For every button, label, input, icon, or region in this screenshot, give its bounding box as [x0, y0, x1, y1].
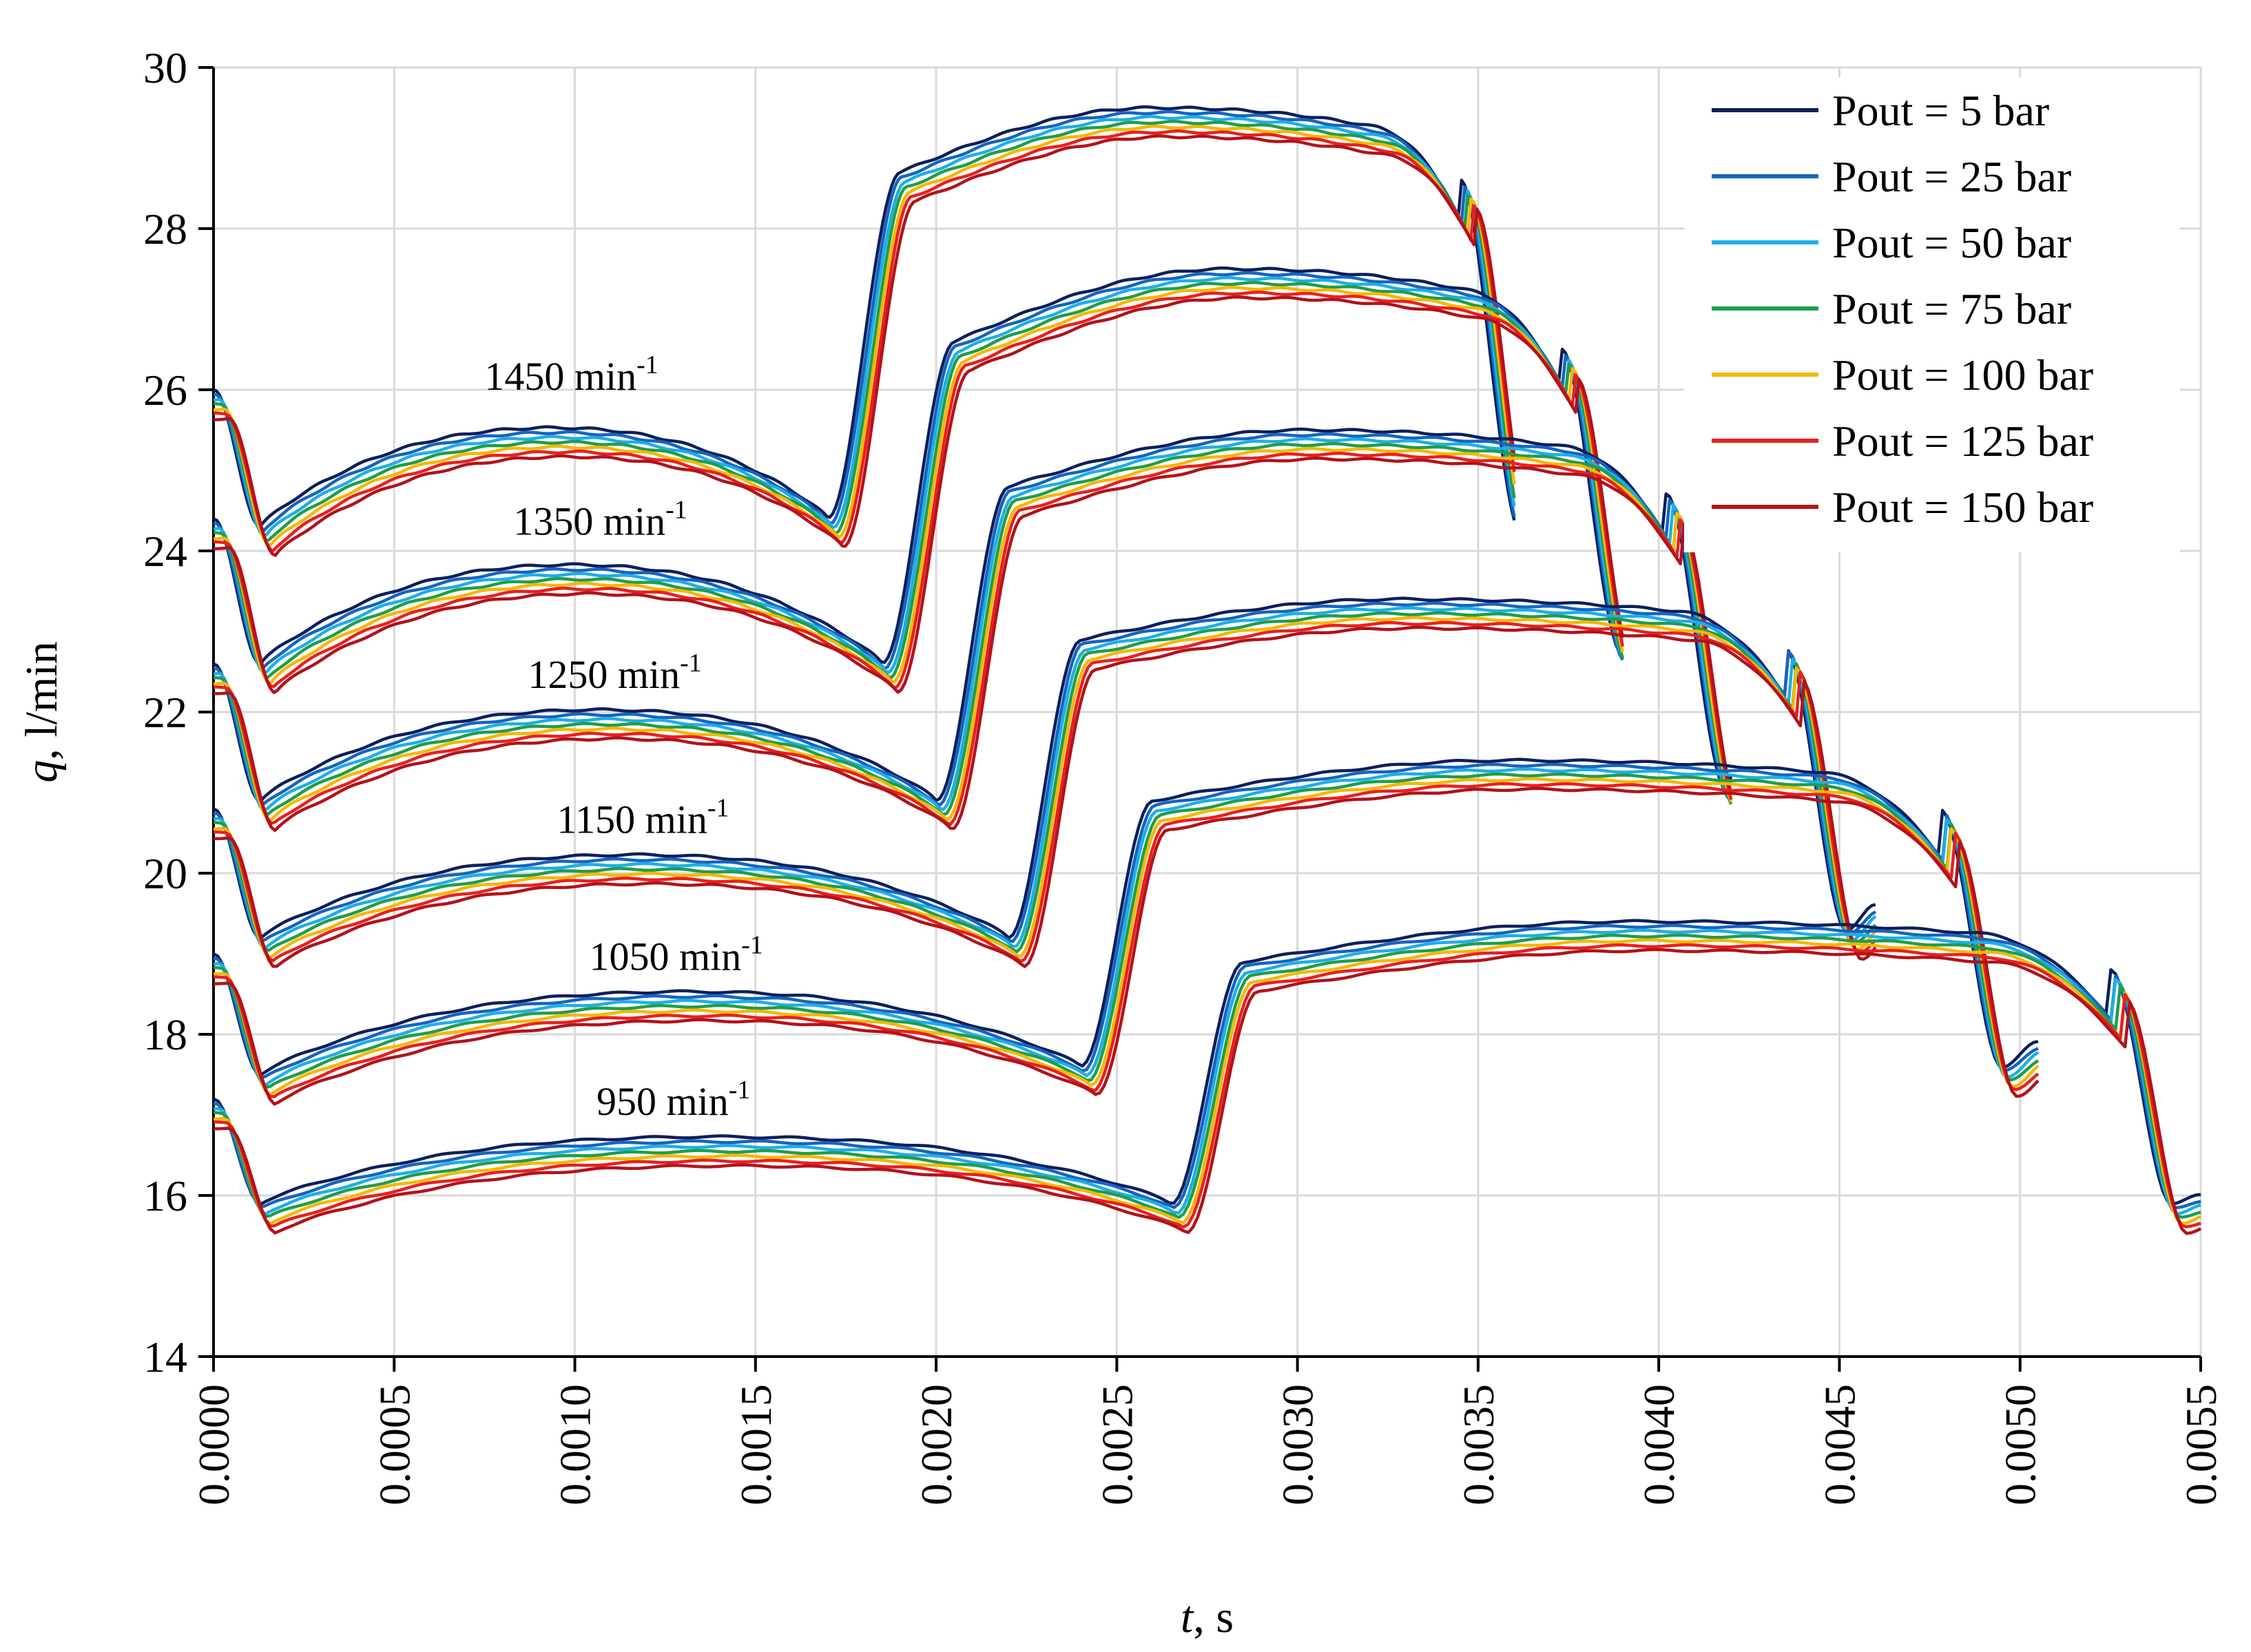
y-tick-label: 14 — [143, 1332, 187, 1381]
series-line-1150-125bar — [213, 620, 1877, 963]
y-tick-label: 28 — [143, 205, 187, 253]
x-tick-label: 0.0035 — [1454, 1384, 1503, 1505]
series-line-950-5bar — [212, 919, 2201, 1206]
x-axis-title: t, s — [1181, 1592, 1234, 1642]
series-line-1250-75bar — [213, 442, 1733, 817]
series-line-1050-100bar — [213, 777, 2040, 1097]
series-line-1050-5bar — [212, 757, 2039, 1076]
legend-label: Pout = 150 bar — [1832, 483, 2093, 532]
series-line-1150-150bar — [214, 625, 1877, 968]
legend-label: Pout = 5 bar — [1832, 86, 2049, 135]
speed-curve-group-1150 — [212, 596, 1877, 968]
series-line-1150-5bar — [212, 596, 1876, 940]
series-line-1250-25bar — [213, 432, 1732, 807]
legend: Pout = 5 bar Pout = 25 bar Pout = 50 bar Po… — [1684, 77, 2180, 552]
y-tick-label: 24 — [143, 527, 187, 576]
y-tick-label: 20 — [143, 849, 187, 898]
speed-annotation: 1150 min-1 — [557, 794, 729, 842]
legend-label: Pout = 25 bar — [1832, 152, 2071, 201]
y-tick-label: 22 — [143, 688, 187, 737]
legend-box — [1684, 77, 2180, 552]
x-tick-label: 0.0005 — [370, 1384, 419, 1505]
legend-label: Pout = 50 bar — [1832, 218, 2071, 267]
series-line-950-150bar — [214, 948, 2201, 1235]
y-tick-label: 30 — [143, 43, 187, 92]
series-line-1450-5bar — [213, 105, 1516, 528]
series-line-1350-25bar — [213, 271, 1624, 671]
series-line-1250-125bar — [213, 452, 1733, 826]
legend-label: Pout = 100 bar — [1832, 351, 2093, 399]
speed-annotation: 950 min-1 — [597, 1076, 750, 1124]
series-line-1450-125bar — [213, 129, 1516, 553]
series-line-1050-75bar — [213, 772, 2040, 1089]
speed-annotation: 1050 min-1 — [590, 930, 763, 979]
series-line-1150-100bar — [213, 616, 1877, 959]
series-line-1250-100bar — [213, 446, 1733, 822]
series-line-1050-125bar — [213, 782, 2040, 1098]
x-tick-label: 0.0045 — [1815, 1384, 1864, 1505]
x-tick-label: 0.0055 — [2177, 1384, 2226, 1505]
speed-curve-group-1250 — [212, 427, 1733, 833]
x-tick-label: 0.0015 — [732, 1384, 780, 1505]
x-tick-label: 0.0020 — [912, 1384, 961, 1505]
series-line-1350-125bar — [213, 291, 1624, 690]
series-line-1250-5bar — [212, 427, 1733, 803]
speed-annotation: 1350 min-1 — [513, 496, 687, 544]
y-tick-label: 18 — [143, 1010, 187, 1059]
legend-label: Pout = 75 bar — [1832, 284, 2071, 333]
speed-curve-group-1050 — [212, 757, 2040, 1106]
series-line-1350-75bar — [213, 281, 1624, 680]
series-line-1050-150bar — [214, 786, 2040, 1106]
speed-curve-group-1350 — [212, 266, 1624, 694]
series-line-950-75bar — [213, 933, 2201, 1220]
series-line-1150-50bar — [213, 606, 1877, 950]
series-line-950-125bar — [213, 943, 2201, 1229]
series-line-1350-5bar — [212, 266, 1621, 666]
speed-curve-group-950 — [212, 919, 2201, 1235]
series-line-950-100bar — [213, 938, 2201, 1226]
legend-label: Pout = 125 bar — [1832, 417, 2093, 466]
x-tick-label: 0.0000 — [189, 1384, 238, 1505]
series-line-1250-50bar — [213, 437, 1732, 813]
axes: 0.0000 0.0005 0.0010 0.0015 0.0020 0.0025 0.00… — [17, 43, 2226, 1642]
series-lines — [212, 105, 2201, 1235]
x-tick-label: 0.0040 — [1635, 1384, 1683, 1505]
series-line-1150-75bar — [213, 611, 1877, 954]
series-line-1350-150bar — [214, 295, 1624, 694]
series-line-950-50bar — [213, 928, 2201, 1216]
series-line-1450-75bar — [213, 119, 1516, 543]
series-line-1350-50bar — [213, 275, 1624, 676]
x-tick-label: 0.0010 — [551, 1384, 600, 1505]
speed-annotation: 1450 min-1 — [484, 351, 658, 399]
speed-annotations: 1450 min-1 1350 min-1 1250 min-1 1150 min-1… — [484, 351, 763, 1124]
series-line-1350-100bar — [213, 286, 1624, 685]
y-tick-label: 26 — [143, 366, 187, 415]
series-line-1450-150bar — [214, 134, 1516, 557]
series-line-950-25bar — [213, 923, 2201, 1209]
y-tick-label: 16 — [143, 1171, 187, 1220]
series-line-1150-25bar — [213, 601, 1877, 943]
series-line-1250-150bar — [214, 456, 1733, 833]
x-tick-label: 0.0050 — [1996, 1384, 2045, 1505]
x-tick-label: 0.0030 — [1274, 1384, 1322, 1505]
series-line-1050-25bar — [213, 762, 2039, 1080]
series-line-1050-50bar — [213, 767, 2040, 1087]
x-tick-label: 0.0025 — [1092, 1384, 1141, 1505]
speed-annotation: 1250 min-1 — [528, 649, 701, 697]
speed-curve-group-1450 — [213, 105, 1516, 557]
y-axis-title: q, l/min — [17, 641, 67, 782]
series-line-1450-25bar — [213, 109, 1516, 534]
series-line-1450-100bar — [213, 125, 1516, 547]
series-line-1450-50bar — [213, 115, 1516, 537]
